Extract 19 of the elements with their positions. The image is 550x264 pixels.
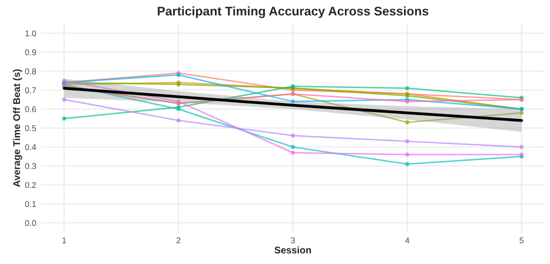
- y-tick-label: 0.0: [25, 220, 36, 226]
- x-tick-label: 3: [290, 237, 295, 244]
- y-tick-label: 0.6: [25, 106, 36, 112]
- x-tick-label: 4: [405, 237, 410, 244]
- y-tick-label: 0.5: [25, 125, 36, 132]
- chart-title: Participant Timing Accuracy Across Sessions: [158, 6, 428, 18]
- y-tick-label: 0.3: [25, 163, 36, 170]
- x-tick-label: 5: [520, 237, 524, 244]
- y-tick-label: 0.7: [25, 87, 36, 94]
- y-tick-label: 0.1: [25, 201, 36, 207]
- x-axis-title: Session: [274, 246, 311, 254]
- y-tick-label: 0.4: [25, 144, 36, 150]
- y-axis-title: Average Time Off Beat (s): [12, 69, 22, 187]
- y-tick-label: 0.9: [25, 49, 36, 56]
- y-tick-label: 0.2: [25, 182, 36, 188]
- y-tick-label: 0.8: [25, 68, 36, 74]
- x-tick-label: 1: [62, 237, 66, 244]
- y-tick-label: 1.0: [25, 30, 36, 36]
- x-tick-label: 2: [176, 237, 180, 244]
